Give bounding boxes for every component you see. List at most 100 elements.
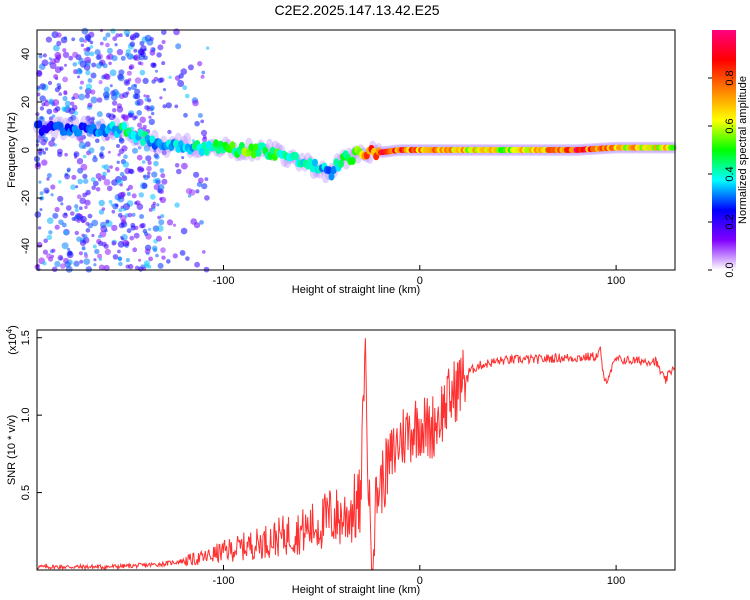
- noise-speck: [143, 94, 147, 98]
- noise-speck: [185, 188, 193, 195]
- noise-speck: [115, 166, 120, 172]
- noise-speck: [125, 52, 129, 57]
- noise-speck: [74, 204, 79, 209]
- noise-speck: [51, 248, 56, 253]
- noise-speck: [103, 164, 110, 171]
- noise-speck: [63, 229, 69, 236]
- noise-speck: [34, 211, 42, 218]
- noise-speck: [117, 153, 121, 157]
- noise-speck: [114, 203, 119, 208]
- noise-speck: [39, 191, 44, 196]
- noise-speck: [116, 160, 120, 164]
- noise-speck: [121, 145, 128, 152]
- noise-speck: [149, 105, 155, 111]
- noise-speck: [157, 184, 165, 191]
- noise-speck: [123, 154, 128, 159]
- noise-speck: [80, 163, 88, 171]
- noise-speck: [126, 191, 131, 197]
- noise-speck: [156, 203, 160, 207]
- noise-speck: [134, 225, 139, 230]
- x-tick-label: 100: [607, 575, 625, 587]
- noise-speck: [84, 141, 91, 148]
- noise-speck: [172, 253, 178, 259]
- noise-speck: [46, 217, 54, 224]
- colorbar: 0.0 0.2 0.4 0.6 0.8 Normalized spectral ampl…: [708, 30, 749, 278]
- noise-speck: [79, 206, 83, 210]
- noise-speck: [180, 68, 188, 75]
- noise-speck: [84, 253, 89, 259]
- noise-speck: [42, 249, 49, 255]
- noise-speck: [91, 233, 95, 238]
- noise-speck: [70, 184, 76, 190]
- noise-speck: [37, 151, 43, 156]
- noise-speck: [70, 101, 75, 106]
- noise-speck: [100, 221, 107, 229]
- noise-speck: [72, 51, 79, 58]
- noise-speck: [60, 202, 64, 206]
- noise-speck: [44, 147, 49, 151]
- noise-speck: [92, 180, 99, 187]
- noise-speck: [64, 172, 69, 177]
- noise-speck: [202, 135, 207, 140]
- noise-speck: [128, 184, 133, 190]
- noise-speck: [136, 110, 142, 116]
- noise-speck: [126, 228, 132, 234]
- noise-speck: [97, 253, 103, 259]
- noise-speck: [175, 43, 182, 50]
- noise-speck: [60, 36, 68, 44]
- snr-panel: -100 0 100 0.5 1.0 1.5 Height of straight li…: [5, 325, 676, 596]
- noise-speck: [106, 47, 113, 54]
- noise-speck: [79, 86, 83, 90]
- noise-speck: [149, 193, 156, 200]
- noise-speck: [172, 223, 177, 227]
- noise-speck: [200, 74, 205, 79]
- noise-speck: [85, 83, 93, 90]
- noise-speck: [191, 139, 196, 143]
- noise-speck: [152, 201, 157, 206]
- noise-speck: [116, 48, 124, 56]
- noise-speck: [71, 174, 77, 180]
- ridge-cell: [140, 138, 146, 146]
- noise-speck: [78, 141, 86, 149]
- noise-speck: [85, 266, 93, 273]
- noise-speck: [62, 48, 67, 53]
- noise-speck: [148, 207, 153, 212]
- noise-speck: [161, 149, 167, 156]
- noise-speck: [147, 171, 151, 175]
- noise-speck: [174, 104, 179, 109]
- noise-speck: [125, 241, 130, 246]
- noise-speck: [204, 195, 210, 201]
- noise-speck: [87, 213, 93, 219]
- noise-speck: [161, 39, 166, 45]
- noise-speck: [95, 54, 102, 61]
- noise-speck: [142, 77, 149, 84]
- noise-speck: [79, 259, 84, 264]
- noise-speck: [105, 32, 111, 38]
- noise-speck: [155, 177, 161, 184]
- noise-speck: [82, 173, 88, 179]
- noise-speck: [125, 258, 130, 263]
- ridge-cell: [201, 141, 208, 150]
- noise-speck: [125, 264, 130, 269]
- ridge-cell: [269, 146, 276, 155]
- noise-speck: [66, 169, 70, 173]
- noise-speck: [85, 228, 91, 233]
- ridge-cell: [137, 128, 144, 137]
- noise-speck: [202, 250, 206, 254]
- noise-speck: [43, 238, 48, 244]
- noise-speck: [101, 175, 106, 181]
- snr-y-multiplier-prefix: (x10: [7, 333, 19, 354]
- noise-speck: [101, 207, 106, 211]
- noise-speck: [109, 165, 113, 169]
- noise-speck: [85, 70, 91, 76]
- noise-speck: [139, 116, 146, 124]
- noise-speck: [125, 49, 131, 55]
- noise-speck: [137, 61, 142, 65]
- noise-speck: [134, 77, 142, 84]
- noise-speck: [155, 69, 158, 73]
- noise-speck: [111, 55, 118, 62]
- noise-speck: [35, 263, 40, 268]
- noise-speck: [48, 116, 54, 121]
- noise-speck: [127, 86, 132, 91]
- noise-speck: [39, 83, 46, 90]
